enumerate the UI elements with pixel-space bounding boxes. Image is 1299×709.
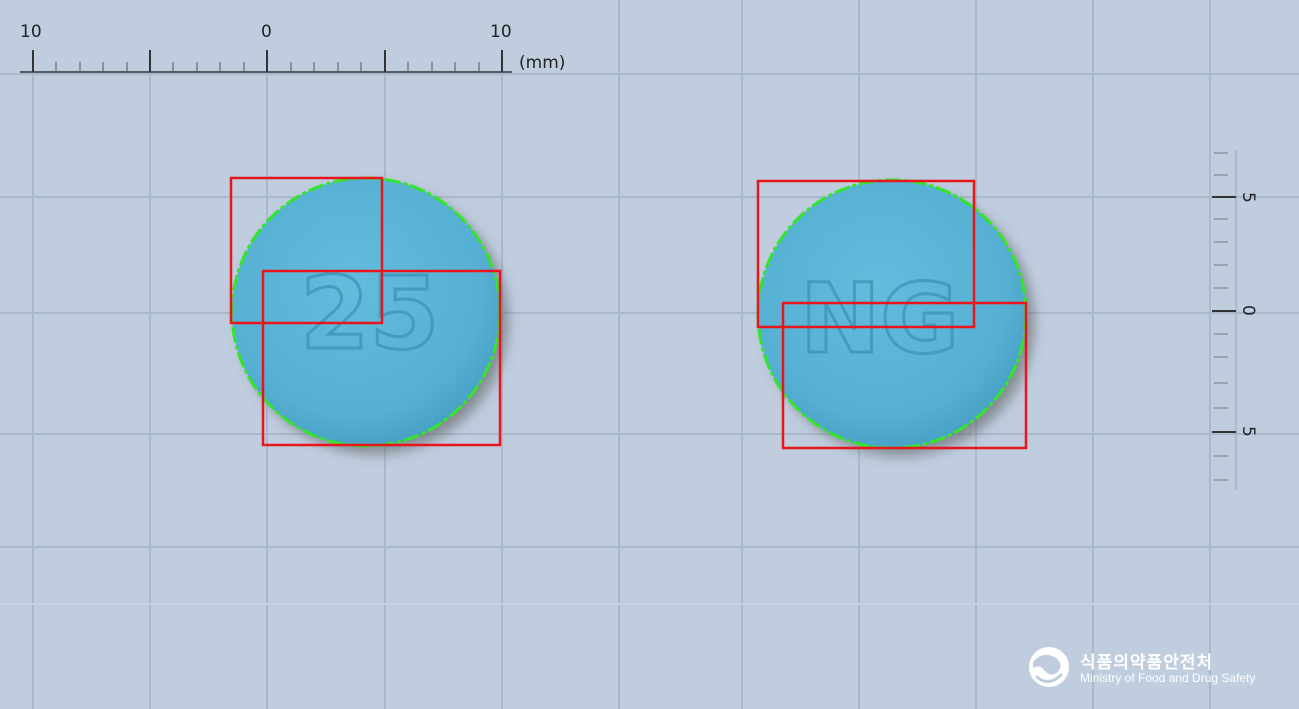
vertical-ruler: 5 0 5: [1212, 150, 1258, 490]
pill-front-imprint: 25: [300, 255, 439, 372]
vruler-label-0: 0: [1238, 305, 1258, 316]
pill-front: 25: [229, 176, 502, 448]
logo-name-english: Ministry of Food and Drug Safety: [1080, 671, 1256, 685]
pill-back-box-lower: [781, 301, 1028, 450]
logo-name-korean: 식품의약품안전처: [1080, 653, 1214, 673]
vruler-label-5-top: 5: [1238, 192, 1258, 203]
ruler-unit-label: (mm): [519, 53, 565, 73]
mfds-emblem-icon: [1029, 647, 1069, 687]
horizontal-ruler: 10 0 10 (mm): [20, 22, 565, 73]
pill-back-imprint: NG: [800, 263, 959, 375]
ruler-label-left-10: 10: [20, 22, 42, 42]
pill-back: NG: [756, 178, 1028, 450]
pill-back-box-upper: [756, 179, 976, 329]
pill-front-box-lower: [261, 269, 502, 447]
ruler-label-0: 0: [261, 22, 272, 42]
ruler-label-right-10: 10: [490, 22, 512, 42]
pill-front-box-upper: [229, 176, 384, 325]
vruler-label-5-bottom: 5: [1238, 426, 1258, 437]
